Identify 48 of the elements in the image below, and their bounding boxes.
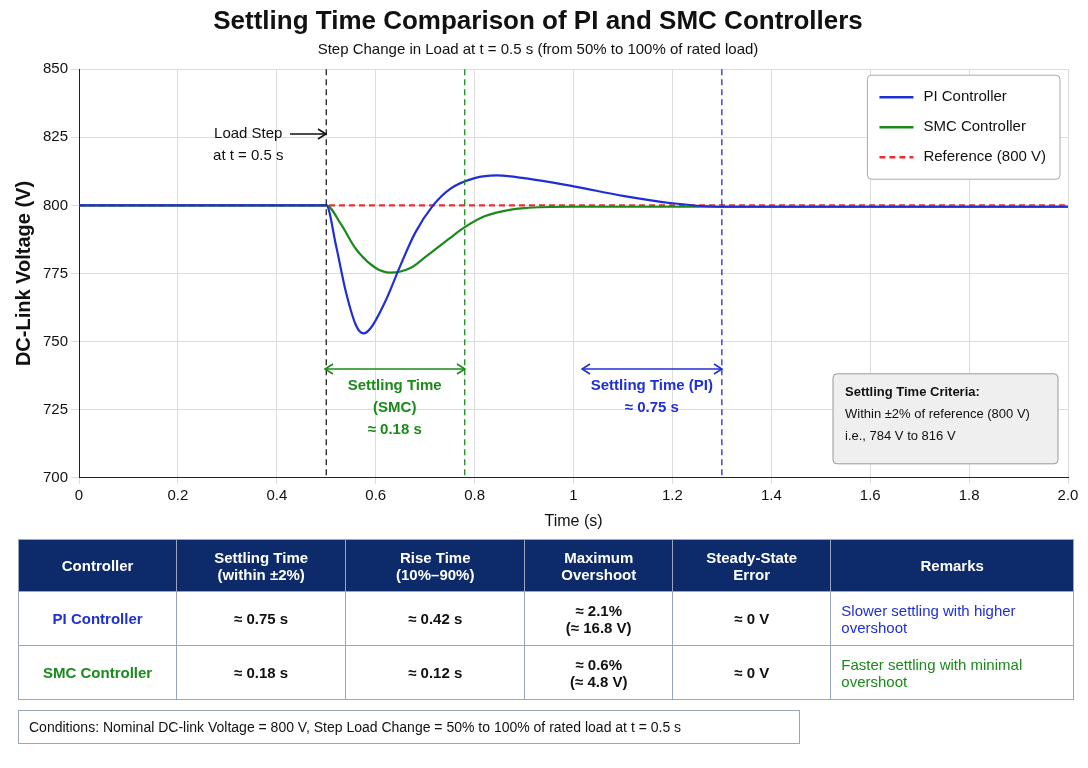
- y-tick-label: 850: [43, 59, 69, 77]
- legend-label: PI Controller: [923, 87, 1007, 105]
- x-tick-label: 1.4: [760, 485, 782, 503]
- y-tick-label: 725: [43, 399, 69, 417]
- x-tick-label: 0.8: [464, 485, 486, 503]
- x-tick-label: 0: [74, 485, 84, 503]
- text: ≈ 0 V: [733, 610, 771, 627]
- x-tick-label: 0.4: [266, 485, 288, 503]
- x-tick-label: 1.2: [661, 485, 683, 503]
- y-tick-label: 825: [43, 127, 69, 145]
- text: ≈ 0.12 s: [407, 664, 464, 681]
- x-tick-label: 0.6: [365, 485, 387, 503]
- legend-label: SMC Controller: [923, 117, 1026, 135]
- x-tick-label: 1.6: [859, 485, 881, 503]
- text: ≈ 2.1% (≈ 16.8 V): [564, 601, 633, 636]
- ref-line-label: Settling Time (SMC) ≈ 0.18 s: [347, 376, 442, 438]
- text: Conditions: Nominal DC-link Voltage = 800 V, Step Load Change = 50% to 100% of rated load at t = 0.5 s: [18, 710, 800, 744]
- x-tick-label: 1.8: [958, 485, 980, 503]
- text: Steady-State Error: [705, 548, 799, 583]
- text: Slower settling with higher overshoot: [841, 601, 1017, 636]
- y-tick-label: 750: [43, 331, 69, 349]
- text: Rise Time (10%–90%): [395, 548, 476, 583]
- x-tick-label: 0.2: [167, 485, 189, 503]
- text: ≈ 0 V: [733, 664, 771, 681]
- chart-title: Settling Time Comparison of PI and SMC Controllers: [213, 4, 863, 35]
- y-tick-label: 775: [43, 263, 69, 281]
- ref-line-label: Settling Time (PI) ≈ 0.75 s: [590, 376, 713, 416]
- text: Maximum Overshoot: [560, 548, 638, 583]
- text: Faster settling with minimal overshoot: [841, 655, 1024, 690]
- text: ≈ 0.75 s: [233, 610, 290, 627]
- text: Controller: [60, 557, 135, 574]
- y-tick-label: 800: [43, 195, 69, 213]
- y-axis-title: DC-Link Voltage (V): [11, 180, 34, 367]
- text: Settling Time (within ±2%): [213, 548, 310, 583]
- x-axis-title: Time (s): [544, 511, 603, 529]
- x-tick-label: 2.0: [1057, 485, 1079, 503]
- chart-subtitle: Step Change in Load at t = 0.5 s (from 50% to 100% of rated load): [317, 40, 759, 58]
- x-tick-label: 1: [569, 485, 578, 503]
- text: PI Controller: [51, 610, 144, 627]
- text: ≈ 0.42 s: [407, 610, 464, 627]
- text: SMC Controller: [42, 664, 154, 681]
- annotation: Load Step at t = 0.5 s: [213, 123, 284, 163]
- annotation: Settling Time Criteria: Within ±2% of reference (800 V) i.e., 784 V to 816 V: [845, 383, 1030, 443]
- text: ≈ 0.6% (≈ 4.8 V): [569, 655, 629, 690]
- y-tick-label: 700: [43, 467, 69, 485]
- legend-label: Reference (800 V): [923, 147, 1047, 165]
- text: ≈ 0.18 s: [233, 664, 290, 681]
- text: Remarks: [919, 557, 985, 574]
